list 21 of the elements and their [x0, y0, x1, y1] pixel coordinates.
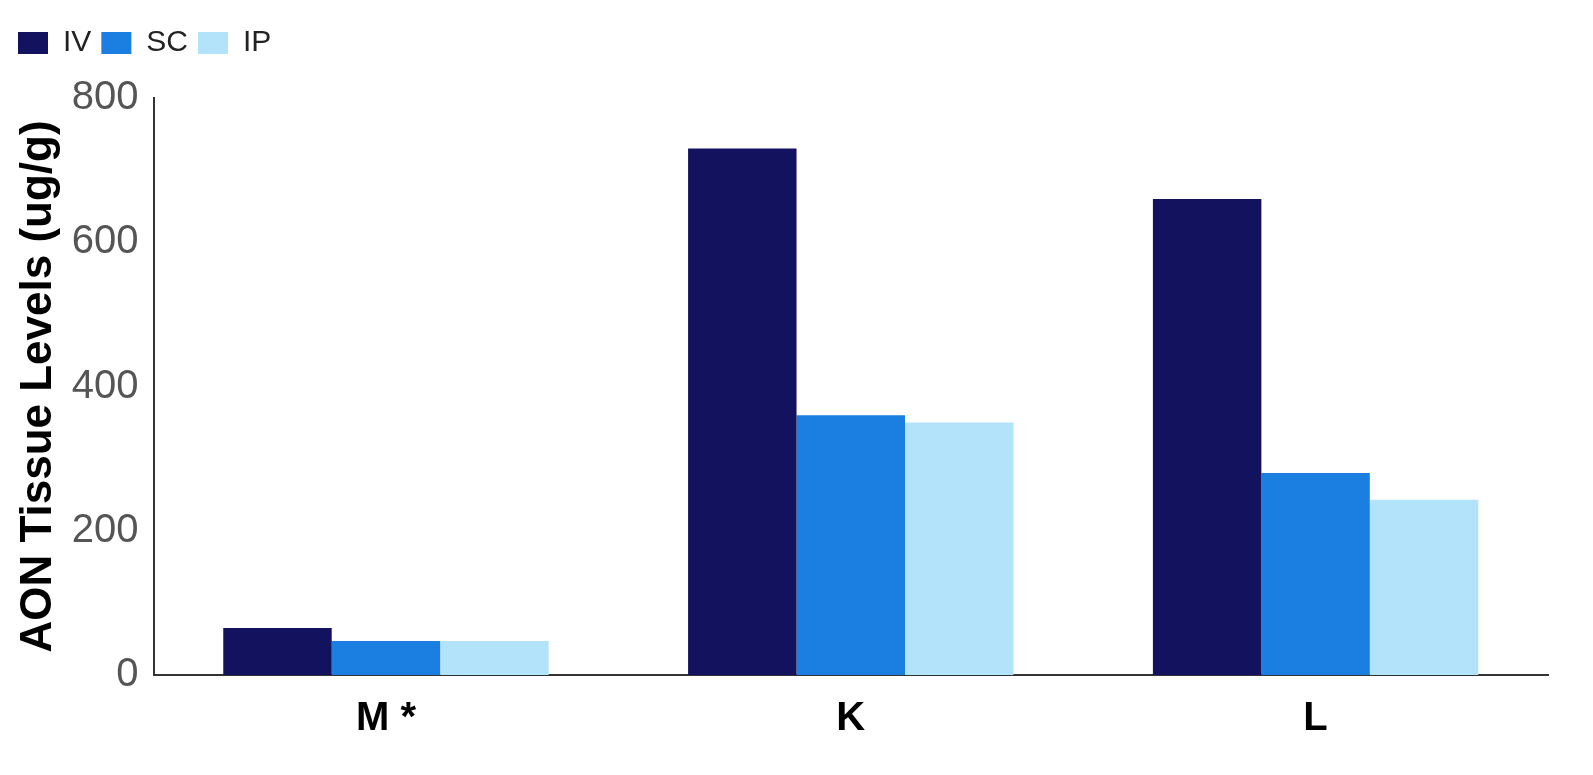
x-tick-label: M *: [355, 694, 417, 739]
legend-label: IV: [63, 24, 92, 58]
bar: [1369, 499, 1479, 675]
bar: [688, 148, 797, 675]
legend-label: SC: [146, 24, 189, 58]
bar: [331, 641, 441, 675]
y-tick-label: 0: [116, 650, 139, 695]
y-tick-label: 800: [71, 73, 139, 118]
bar: [440, 641, 549, 675]
bar: [1261, 473, 1370, 675]
bar: [905, 422, 1014, 675]
bar: [1152, 198, 1262, 675]
x-tick-label: K: [836, 694, 866, 739]
bar: [223, 628, 332, 675]
y-tick-label: 400: [71, 361, 139, 406]
x-tick-label: L: [1303, 694, 1328, 739]
bar: [796, 415, 905, 675]
y-axis-title: AON Tissue Levels (ug/g): [10, 120, 60, 653]
y-tick-label: 600: [71, 217, 139, 262]
y-tick-label: 200: [71, 505, 139, 550]
legend-label: IP: [243, 24, 272, 58]
